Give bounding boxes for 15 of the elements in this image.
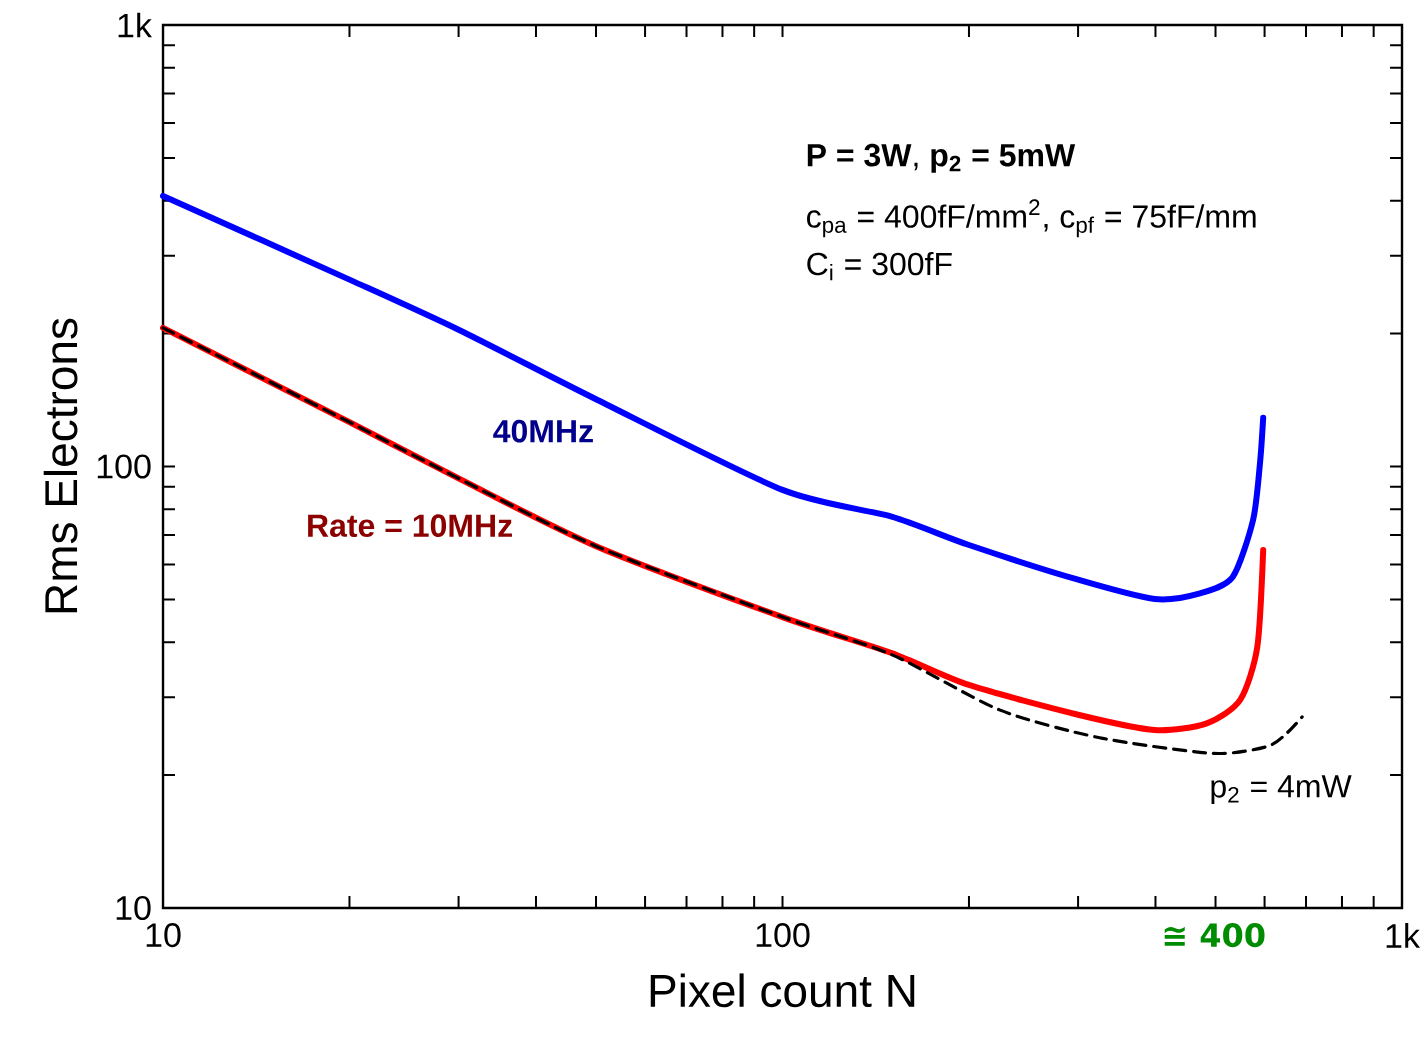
annotation: C$_{i}$ = 300fF	[807, 251, 952, 281]
text: P = 3W, p$_{2}$ = 5mW	[807, 143, 1076, 173]
series-label: Rate = 10MHz	[308, 514, 512, 537]
y-tick-label: 1k	[118, 12, 153, 38]
y-tick-label: 10	[116, 895, 151, 921]
x-tick-label: 10	[146, 923, 181, 948]
y-tick-label: 100	[97, 454, 151, 479]
series-label: 40MHz	[493, 419, 593, 443]
x-tick-label: 100	[756, 923, 810, 948]
x-tick-label: 1k	[1386, 923, 1421, 948]
x-axis-title: Pixel count N	[650, 973, 915, 1008]
legend-label: p$_{2}$ = 4mW	[1211, 775, 1352, 804]
y-axis-title: Rms Electrons	[43, 318, 78, 613]
text: ≅ 400	[1164, 923, 1265, 948]
annotation: c$_{pa}$ = 400fF/mm$^{2}$, c$_{pf}$ = 75fF/mm	[807, 199, 1256, 238]
